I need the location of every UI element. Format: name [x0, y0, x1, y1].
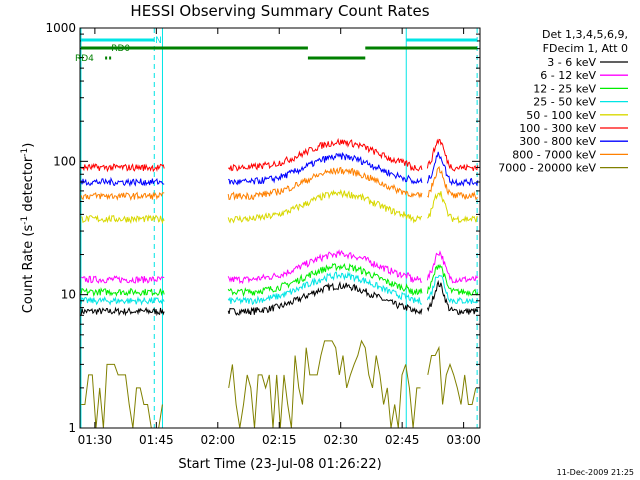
- y-tick-label: 10: [61, 288, 76, 302]
- x-tick-label: 02:15: [262, 433, 297, 447]
- x-tick-label: 01:45: [139, 433, 174, 447]
- series-line-3: [80, 263, 479, 298]
- footer-timestamp: 11-Dec-2009 21:25: [557, 468, 634, 477]
- legend: Det 1,3,4,5,6,9, FDecim 1, Att 0 3 - 6 k…: [498, 28, 628, 175]
- x-tick-label: 01:30: [78, 433, 113, 447]
- legend-label-6: 100 - 300 keV: [519, 122, 596, 135]
- legend-label-1: 3 - 6 keV: [547, 56, 596, 69]
- series-line-9: [81, 339, 477, 429]
- y-tick-label: 1: [68, 421, 76, 435]
- y-axis-label: Count Rate (s-1 detector-1): [20, 143, 36, 314]
- series-line-5: [81, 188, 479, 225]
- legend-label-7: 300 - 800 keV: [519, 135, 596, 148]
- series-line-1: [80, 279, 479, 317]
- series-line-7: [80, 151, 479, 188]
- legend-label-8: 800 - 7000 keV: [512, 148, 596, 161]
- series-line-4: [80, 271, 479, 306]
- x-tick-label: 02:45: [385, 433, 420, 447]
- flags: N RD0 RD4: [75, 36, 478, 64]
- series-line-2: [80, 249, 479, 285]
- y-tick-label: 1000: [45, 21, 76, 35]
- chart-title: HESSI Observing Summary Count Rates: [130, 2, 429, 20]
- legend-label-9: 7000 - 20000 keV: [498, 162, 596, 175]
- y-tick-label: 100: [53, 154, 76, 168]
- series-line-6: [81, 137, 479, 173]
- x-tick-label: 03:00: [446, 433, 481, 447]
- plot-area: [80, 28, 479, 429]
- legend-label-3: 12 - 25 keV: [533, 82, 596, 95]
- legend-header-line-2: FDecim 1, Att 0: [543, 42, 628, 55]
- legend-label-4: 25 - 50 keV: [533, 96, 596, 109]
- flag-label-rd0: RD0: [111, 44, 130, 54]
- flag-label-n: N: [155, 36, 162, 46]
- legend-label-5: 50 - 100 keV: [526, 109, 596, 122]
- plot-frame: [79, 27, 481, 429]
- flag-label-rd4: RD4: [75, 54, 94, 64]
- x-tick-label: 02:30: [323, 433, 358, 447]
- x-axis-label: Start Time (23-Jul-08 01:26:22): [178, 457, 381, 472]
- axes: 01:30 01:45 02:00 02:15 02:30 02:45 03:00 1 10 10…: [45, 21, 480, 447]
- legend-label-2: 6 - 12 keV: [540, 69, 596, 82]
- series-line-8: [80, 166, 478, 202]
- x-tick-label: 02:00: [200, 433, 235, 447]
- legend-header-line-1: Det 1,3,4,5,6,9,: [542, 28, 628, 41]
